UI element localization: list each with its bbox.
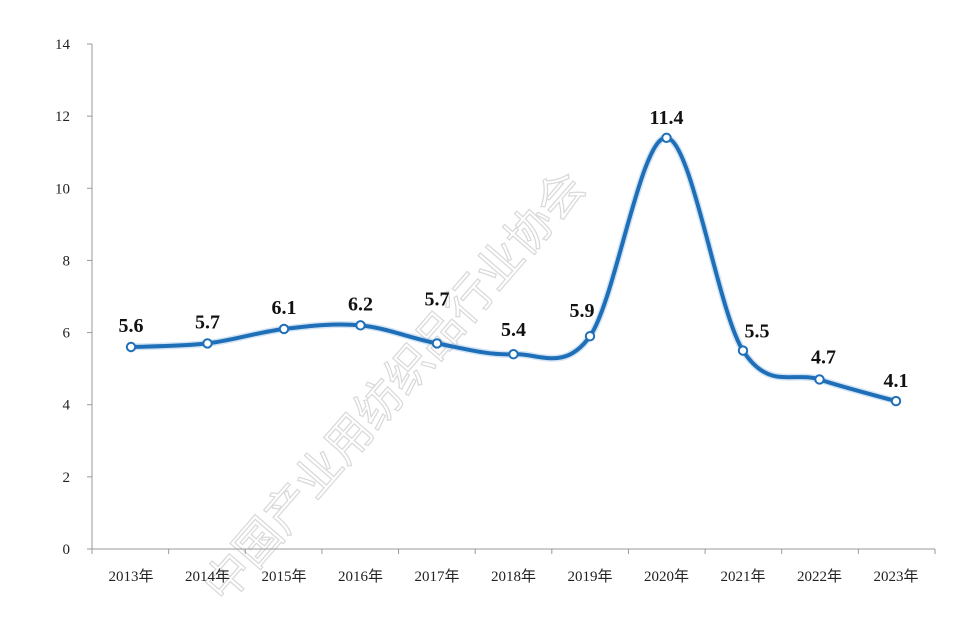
y-tick-label: 14 [55,37,71,53]
data-label: 6.2 [348,293,373,315]
x-tick-label: 2013年 [108,568,153,585]
y-axis-ticks: 0 2 4 6 8 10 12 14 [55,37,92,558]
x-tick-label: 2023年 [873,568,918,585]
x-tick-label: 2018年 [491,568,536,585]
x-tick-label: 2021年 [720,568,765,585]
data-label: 5.6 [119,315,144,337]
data-point [890,395,902,407]
data-label: 6.1 [272,297,297,319]
data-label: 4.1 [884,370,909,392]
y-tick-label: 8 [63,253,71,269]
x-tick-label: 2016年 [338,568,383,585]
data-point [737,345,749,356]
y-tick-label: 2 [63,470,71,486]
y-tick-label: 6 [63,326,71,342]
y-tick-label: 4 [63,398,71,414]
data-point [125,341,137,353]
data-label: 5.5 [745,321,770,343]
x-tick-label: 2017年 [414,568,459,585]
data-label: 5.7 [195,311,220,333]
watermark: 中国产业用纺织品行业协会 [192,160,596,613]
x-tick-label: 2015年 [261,568,306,585]
data-label: 4.7 [811,346,836,368]
watermark-text: 中国产业用纺织品行业协会 [193,160,596,612]
data-point [202,338,213,349]
y-tick-label: 0 [63,542,71,558]
data-point [814,374,825,385]
data-point [508,349,519,360]
data-point [584,330,596,342]
x-tick-label: 2019年 [567,568,612,585]
x-tick-label: 2022年 [797,568,842,585]
data-label: 5.7 [425,288,450,310]
axes [91,44,935,550]
y-tick-label: 10 [55,181,70,197]
data-point [661,132,672,143]
data-label: 5.4 [501,319,526,341]
data-labels: 5.6 5.7 6.1 6.2 5.7 5.4 5.9 11.4 5.5 4.7 4.1 [119,107,909,392]
data-label: 11.4 [650,107,684,129]
x-axis-ticks: 2013年 2014年 2015年 2016年 2017年 2018年 2019年 2020年… [91,549,936,585]
y-tick-label: 12 [55,109,70,125]
data-point [355,320,366,331]
data-point [278,323,290,335]
x-tick-label: 2020年 [644,568,689,585]
data-point [431,338,443,349]
data-points [125,132,902,407]
x-tick-label: 2014年 [185,568,230,585]
data-label: 5.9 [570,300,595,322]
